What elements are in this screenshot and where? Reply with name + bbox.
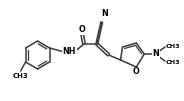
Text: CH3: CH3 [13,73,29,79]
Text: NH: NH [62,47,76,56]
Text: O: O [133,67,140,76]
Text: CH3: CH3 [166,44,181,48]
Text: N: N [153,49,160,58]
Text: CH3: CH3 [166,59,181,65]
Text: O: O [79,25,85,35]
Text: N: N [101,8,108,17]
